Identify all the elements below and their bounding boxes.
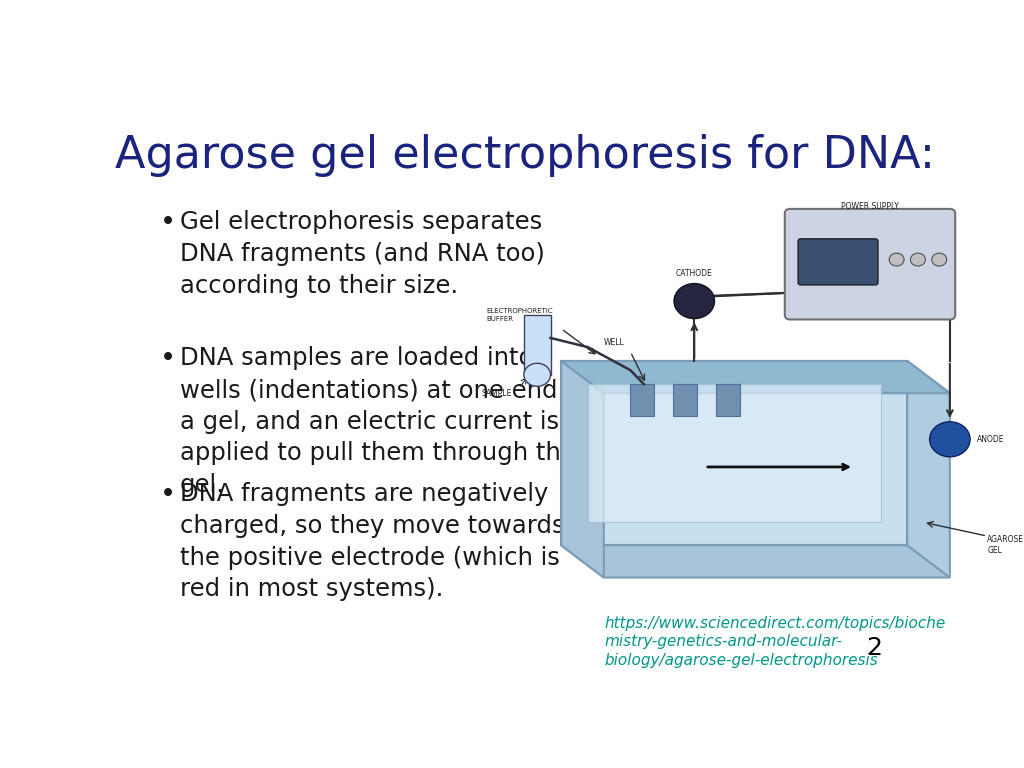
Text: Gel electrophoresis separates
DNA fragments (and RNA too)
according to their siz: Gel electrophoresis separates DNA fragme… [179,210,545,298]
Circle shape [932,253,946,266]
Text: WELL: WELL [604,338,625,347]
Text: CATHODE: CATHODE [676,269,713,278]
Text: AGAROSE
GEL: AGAROSE GEL [987,535,1024,555]
Polygon shape [561,361,907,545]
Polygon shape [907,361,950,578]
Polygon shape [561,545,950,578]
Text: 2: 2 [866,636,882,660]
Polygon shape [588,384,881,522]
Circle shape [674,283,715,319]
Text: DNA samples are loaded into
wells (indentations) at one end of
a gel, and an ele: DNA samples are loaded into wells (inden… [179,346,588,497]
Text: •: • [160,482,176,508]
Text: ELECTROPHORETIC
BUFFER: ELECTROPHORETIC BUFFER [486,308,553,322]
Text: Agarose gel electrophoresis for DNA:: Agarose gel electrophoresis for DNA: [115,134,935,177]
Text: ANODE: ANODE [977,435,1004,444]
Text: SAMPLE: SAMPLE [481,389,512,398]
FancyBboxPatch shape [784,209,955,319]
Text: https://www.sciencedirect.com/topics/bioche
mistry-genetics-and-molecular-
biolo: https://www.sciencedirect.com/topics/bio… [604,615,945,667]
FancyBboxPatch shape [798,239,878,285]
Circle shape [930,422,970,457]
Polygon shape [524,315,551,375]
Text: POWER SUPPLY: POWER SUPPLY [841,202,899,211]
Circle shape [889,253,904,266]
Circle shape [910,253,926,266]
Polygon shape [673,384,697,416]
Text: DNA fragments are negatively
charged, so they move towards
the positive electrod: DNA fragments are negatively charged, so… [179,482,564,601]
Text: •: • [160,346,176,372]
Circle shape [524,363,551,386]
Polygon shape [631,384,654,416]
Polygon shape [561,361,604,578]
Polygon shape [716,384,739,416]
Polygon shape [561,361,950,393]
Text: •: • [160,210,176,237]
